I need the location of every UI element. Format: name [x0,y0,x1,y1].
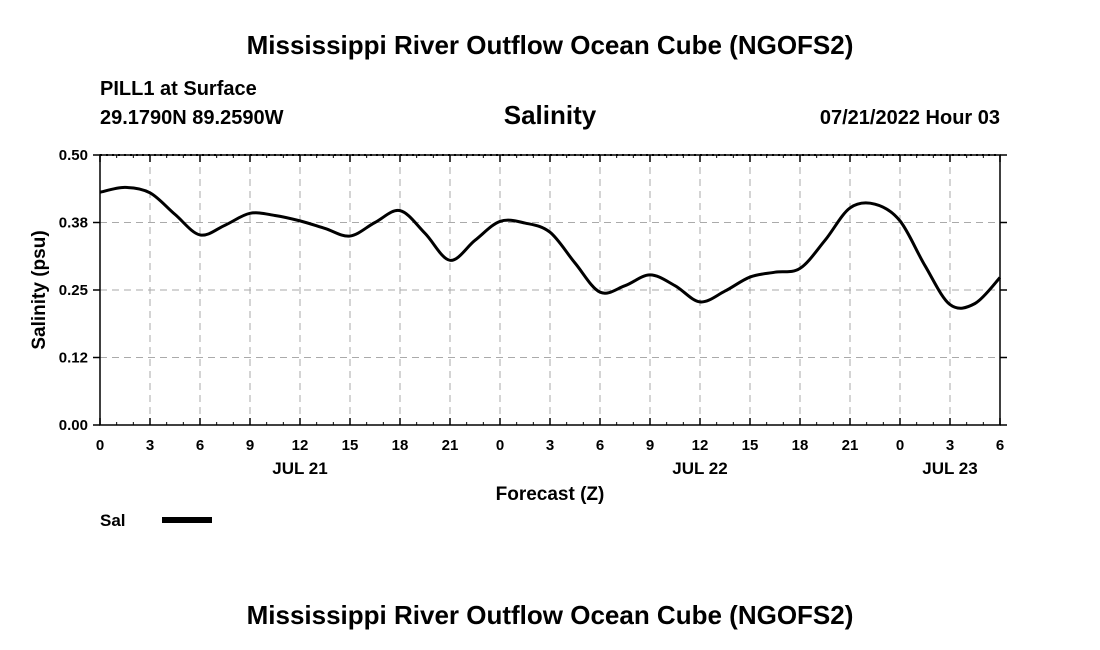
plot-frame [99,154,1001,426]
grid-lines [100,154,1000,425]
x-tick-label: 9 [646,437,654,454]
date-label: JUL 21 [272,459,327,478]
x-tick-label: 6 [596,437,604,454]
x-tick-label: 21 [442,437,459,454]
y-tick-label: 0.50 [59,147,88,164]
x-tick-label: 0 [96,437,104,454]
legend-label: Sal [100,511,126,530]
legend: Sal [100,511,212,530]
y-tick-label: 0.00 [59,417,88,434]
y-tick-label: 0.12 [59,350,88,367]
variable-title: Salinity [504,100,597,130]
x-tick-label: 0 [496,437,504,454]
y-axis-label: Salinity (psu) [29,230,50,349]
x-tick-label: 6 [996,437,1004,454]
x-tick-label: 15 [342,437,359,454]
x-tick-label: 18 [792,437,809,454]
x-tick-label: 3 [546,437,554,454]
x-tick-label: 21 [842,437,859,454]
series-line-sal [99,185,1002,310]
footer-title: Mississippi River Outflow Ocean Cube (NG… [247,600,854,630]
y-tick-label: 0.38 [59,215,88,232]
date-label: JUL 22 [672,459,727,478]
series-group [99,185,1002,310]
x-axis-label: Forecast (Z) [496,484,605,505]
x-axis-ticks: 0 3 6 9 12 15 18 21 0 3 6 9 12 15 18 21 0 3 6 JUL 21 JUL 22 J… [96,155,1004,478]
x-tick-label: 12 [292,437,309,454]
x-tick-label: 18 [392,437,409,454]
x-tick-label: 6 [196,437,204,454]
x-tick-label: 15 [742,437,759,454]
chart-title: Mississippi River Outflow Ocean Cube (NG… [247,30,854,60]
x-tick-label: 0 [896,437,904,454]
run-time-label: 07/21/2022 Hour 03 [820,107,1000,129]
x-tick-label: 3 [146,437,154,454]
x-tick-label: 3 [946,437,954,454]
location-label: 29.1790N 89.2590W [100,107,284,129]
y-tick-label: 0.25 [59,282,88,299]
y-axis-ticks: 0.00 0.12 0.25 0.38 0.50 [59,147,1007,434]
station-label: PILL1 at Surface [100,78,257,100]
x-tick-label: 12 [692,437,709,454]
date-label: JUL 23 [922,459,977,478]
x-tick-label: 9 [246,437,254,454]
